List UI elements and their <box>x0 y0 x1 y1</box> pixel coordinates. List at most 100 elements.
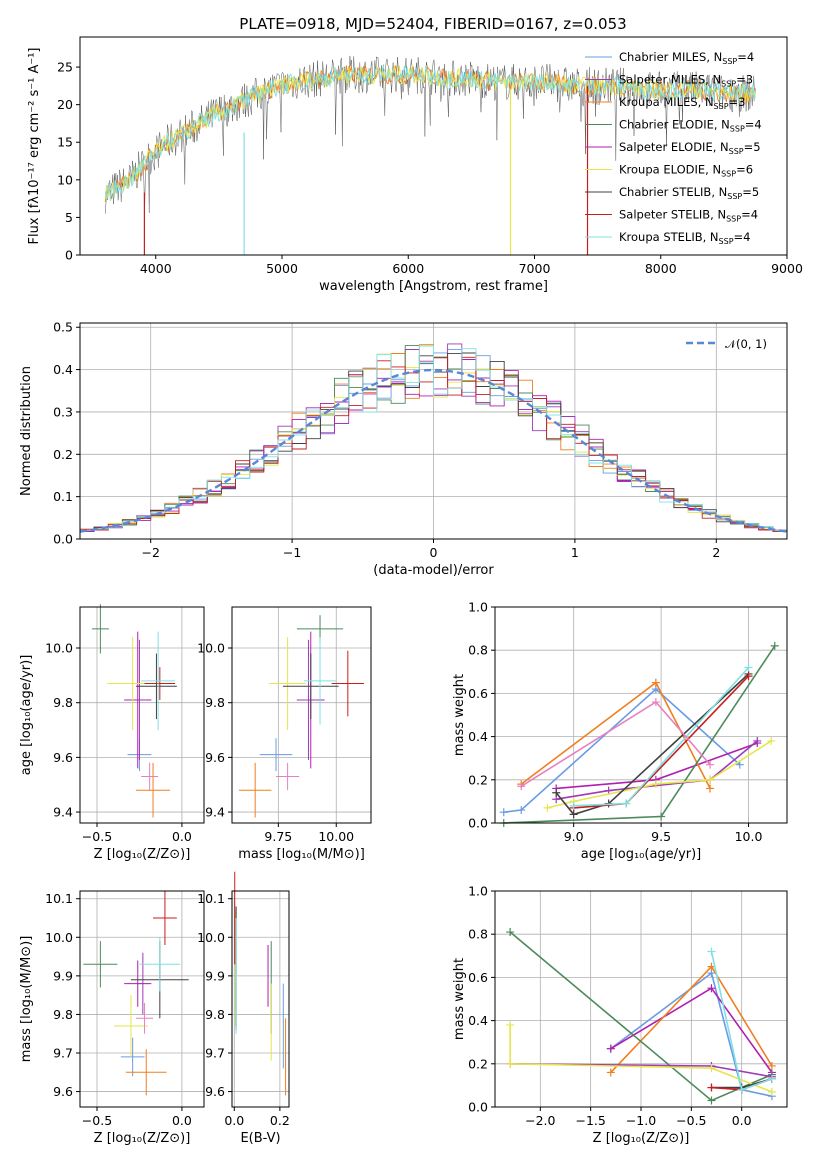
x-tick-label: 8000 <box>645 261 677 276</box>
x-tick-label: 9.5 <box>651 829 671 844</box>
weight-point <box>622 799 631 808</box>
weight-point <box>517 806 526 815</box>
legend-entry: Chabrier ELODIE, NSSP=4 <box>619 118 762 134</box>
y-tick-label: 9.7 <box>205 1046 225 1061</box>
y-tick-label: 10.0 <box>45 641 73 656</box>
y-tick-label: 10.1 <box>197 891 225 906</box>
weight-vs-age-frame <box>494 606 788 824</box>
mass-vs-ebv-plot <box>232 871 289 1107</box>
weight-point <box>606 1068 615 1077</box>
y-tick-label: 9.4 <box>205 805 225 820</box>
y-tick-label: 10.1 <box>45 891 73 906</box>
x-tick-label: 9.75 <box>264 829 292 844</box>
weight-point <box>552 788 561 797</box>
y-tick-label: 10.0 <box>197 641 225 656</box>
weight-vs-z-ylabel: mass weight <box>452 958 467 1040</box>
weight-point <box>569 801 578 810</box>
y-tick-label: 15 <box>57 135 73 150</box>
weight-point <box>657 812 666 821</box>
y-tick-label: 0.4 <box>468 1013 488 1028</box>
x-tick-label: −0.5 <box>82 829 112 844</box>
weight-point <box>744 672 753 681</box>
residuals-plot <box>80 323 787 539</box>
weight-vs-age-xlabel: age [log₁₀(age/yr)] <box>581 847 702 862</box>
y-tick-label: 5 <box>65 210 73 225</box>
mass-vs-ebv-xlabel: E(B-V) <box>240 1131 280 1146</box>
weight-point <box>651 780 660 789</box>
y-tick-label: 0.2 <box>468 1056 488 1071</box>
y-tick-label: 9.8 <box>53 1007 73 1022</box>
weight-point <box>706 775 715 784</box>
weight-point <box>506 1020 515 1029</box>
age-vs-z-plot <box>80 604 204 823</box>
weight-vs-z-axes: −2.0 −1.5 −1.0 −0.5 0.0 0.0 0.2 0.4 0.6 0.8 1.0 Z [… <box>452 884 788 1146</box>
x-tick-label: 5000 <box>266 261 298 276</box>
y-tick-label: 25 <box>57 60 73 75</box>
weight-point <box>517 782 526 791</box>
spectrum-model-line <box>104 64 756 201</box>
spectrum-xlabel: wavelength [Angstrom, rest frame] <box>319 279 548 294</box>
residuals-ylabel: Normed distribution <box>19 366 34 496</box>
y-tick-label: 1.0 <box>468 884 488 899</box>
y-tick-label: 10.0 <box>197 930 225 945</box>
weight-point <box>753 736 762 745</box>
y-tick-label: 0.1 <box>53 489 73 504</box>
y-tick-label: 9.4 <box>53 805 73 820</box>
spectrum-frame-group: 4000 5000 6000 7000 8000 9000 0 5 10 15 20 25 wavele… <box>27 36 803 294</box>
y-tick-label: 1.0 <box>468 600 488 615</box>
weight-point <box>707 947 716 956</box>
age-vs-mass-xlabel: mass [log₁₀(M/M⊙)] <box>238 847 365 862</box>
weight-point <box>744 663 753 672</box>
x-tick-label: 9000 <box>771 261 803 276</box>
y-tick-label: 9.6 <box>205 750 225 765</box>
weight-point <box>707 1064 716 1073</box>
y-tick-label: 0.8 <box>468 643 488 658</box>
spectrum-title: PLATE=0918, MJD=52404, FIBERID=0167, z=0… <box>239 15 626 33</box>
y-tick-label: 9.6 <box>205 1084 225 1099</box>
legend-entry: 𝒩(0, 1) <box>725 337 767 351</box>
weight-vs-z-plot <box>495 890 787 1108</box>
legend-entry: Salpeter ELODIE, NSSP=5 <box>619 140 761 156</box>
y-tick-label: 0.6 <box>468 686 488 701</box>
weight-point <box>737 1085 746 1094</box>
y-tick-label: 0.2 <box>468 772 488 787</box>
age-vs-mass-plot <box>232 607 371 823</box>
weight-point <box>651 678 660 687</box>
y-tick-label: 9.6 <box>53 1084 73 1099</box>
y-tick-label: 0.4 <box>468 729 488 744</box>
spectrum-ylabel: Flux [fλ10⁻¹⁷ erg cm⁻² s⁻¹ A⁻¹] <box>27 48 42 245</box>
weight-point <box>735 760 744 769</box>
y-tick-label: 9.9 <box>53 968 73 983</box>
weight-point <box>767 1087 776 1096</box>
spectrum-frame <box>79 36 788 256</box>
weight-point <box>770 641 779 650</box>
weight-point <box>767 1061 776 1070</box>
mass-vs-ebv-frame <box>231 890 290 1108</box>
age-vs-z-frame-group: −0.5 0.0 9.4 9.6 9.8 10.0 Z [log₁₀(Z/Z⊙)] age [… <box>19 606 205 862</box>
x-tick-label: −0.5 <box>82 1113 112 1128</box>
x-tick-label: 0 <box>430 545 438 560</box>
weight-point <box>707 1083 716 1092</box>
weight-series-line <box>555 673 750 816</box>
x-tick-label: 2 <box>712 545 720 560</box>
weight-vs-age-ylabel: mass weight <box>452 674 467 756</box>
x-tick-label: −1.5 <box>575 1113 605 1128</box>
mass-vs-z-ylabel: mass [log₁₀(M/M⊙)] <box>19 936 34 1063</box>
y-tick-label: 9.6 <box>53 750 73 765</box>
weight-series-line <box>509 1024 773 1093</box>
x-tick-label: 1 <box>571 545 579 560</box>
weight-point <box>767 1074 776 1083</box>
age-vs-z-frame <box>79 606 205 824</box>
y-tick-label: 9.9 <box>205 968 225 983</box>
x-tick-label: −1.0 <box>626 1113 656 1128</box>
age-vs-z-axes: −0.5 0.0 9.4 9.6 9.8 10.0 Z [log₁₀(Z/Z⊙)] age [… <box>19 604 205 862</box>
y-tick-label: 9.7 <box>53 1046 73 1061</box>
legend-entry: Kroupa ELODIE, NSSP=6 <box>619 163 753 179</box>
spectrum-plot <box>104 55 756 255</box>
y-tick-label: 9.8 <box>205 695 225 710</box>
weight-point <box>767 736 776 745</box>
x-tick-label: 6000 <box>392 261 424 276</box>
weight-vs-z-xlabel: Z [log₁₀(Z/Z⊙)] <box>593 1131 690 1146</box>
spectrum-data-line <box>105 55 756 217</box>
